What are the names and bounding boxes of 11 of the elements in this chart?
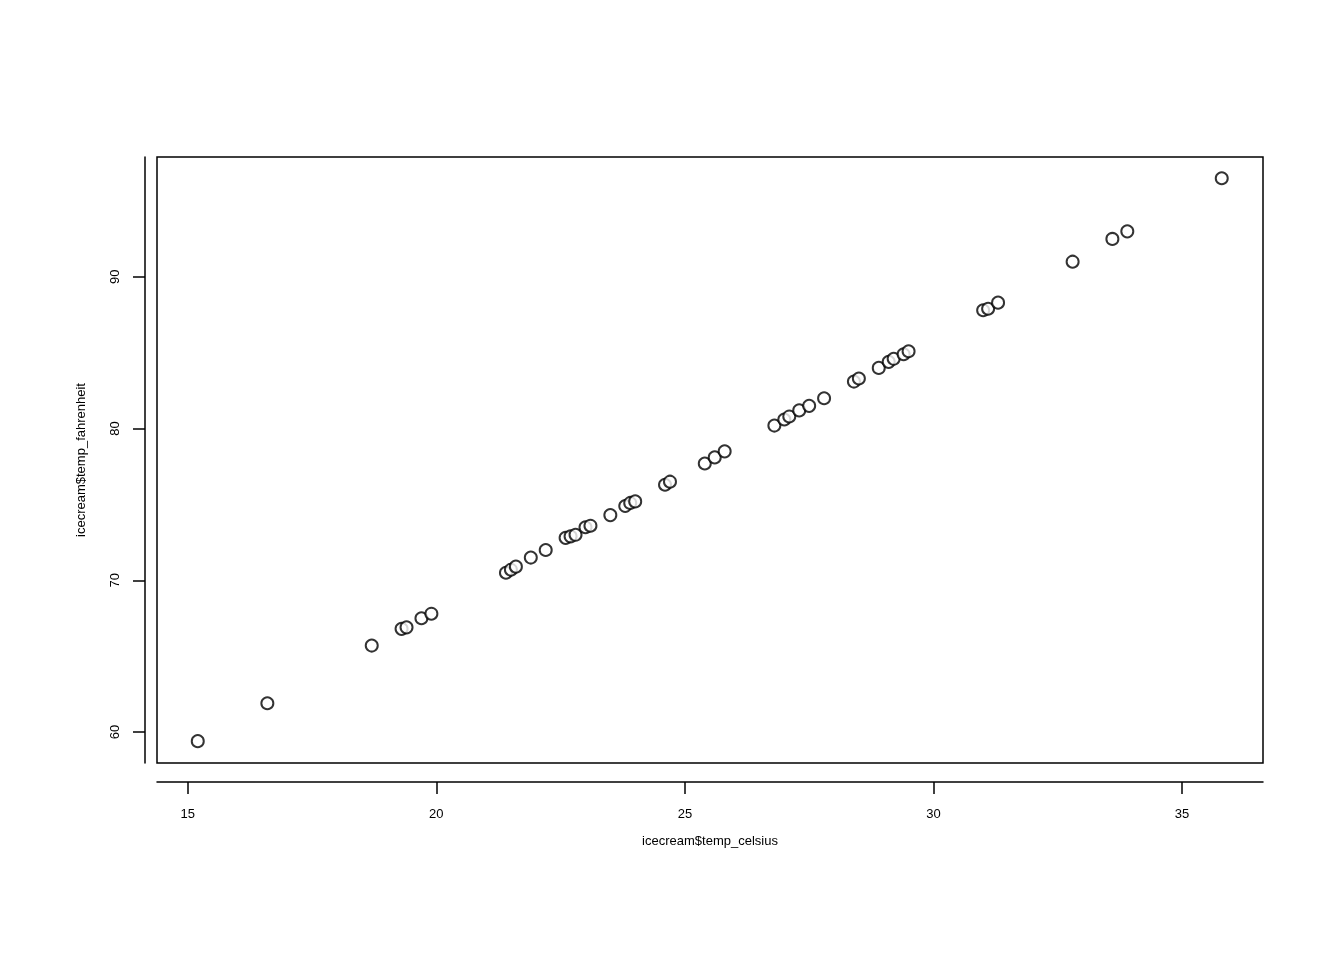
- x-tick-label: 30: [926, 806, 941, 821]
- y-tick-label: 60: [107, 724, 122, 740]
- y-axis-title: icecream$temp_fahrenheit: [73, 382, 88, 537]
- x-tick-label: 15: [180, 806, 196, 821]
- x-tick-label: 25: [677, 806, 693, 821]
- x-axis-title: icecream$temp_celsius: [642, 833, 779, 848]
- y-tick-label: 80: [107, 421, 122, 436]
- y-tick-label: 70: [107, 573, 122, 588]
- y-tick-label: 90: [107, 269, 122, 285]
- x-tick-label: 35: [1174, 806, 1190, 821]
- x-tick-label: 20: [429, 806, 444, 821]
